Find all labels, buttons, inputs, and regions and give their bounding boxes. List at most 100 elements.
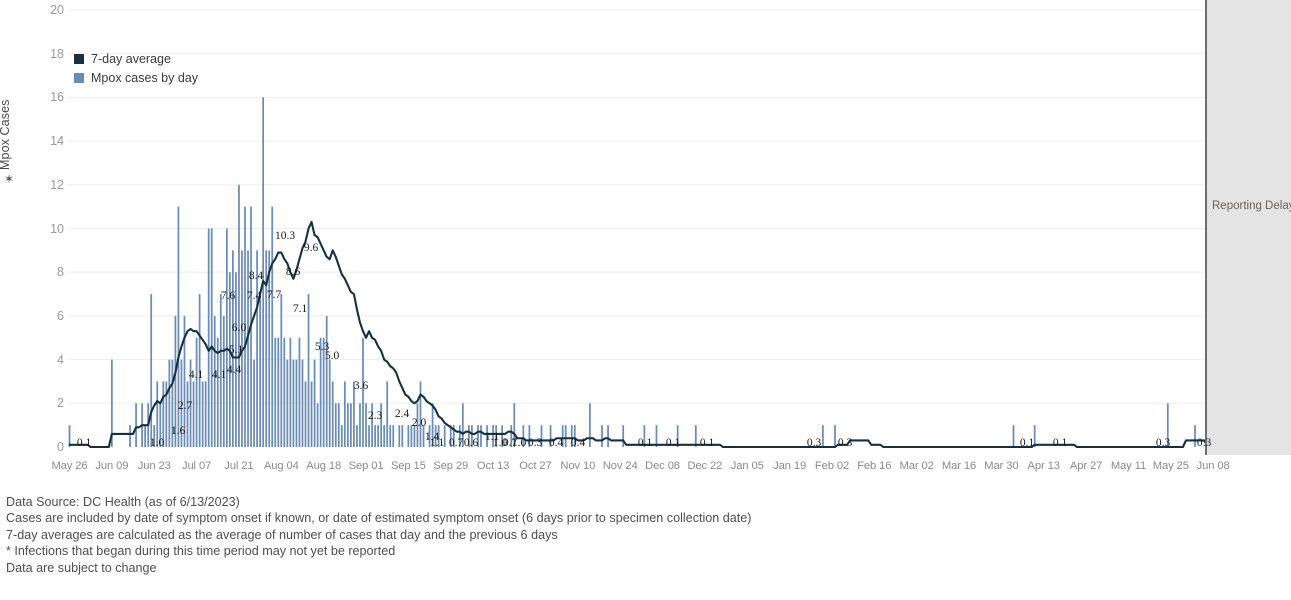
data-point-label: 0.1 [665,437,681,449]
bar [135,403,137,447]
data-point-label: 4.1 [188,369,204,381]
bar [153,425,156,447]
bar [528,425,531,447]
bar [316,403,319,447]
bar [328,359,331,447]
bar [407,425,410,447]
bar [1012,425,1015,447]
bar [549,425,552,447]
data-point-label: 9.6 [303,242,319,254]
chart-plot-area: Reporting Delay* 0 2 4 6 8 10 12 14 16 18 20 ✶ Mpo… [0,0,1291,455]
bar [186,381,189,447]
reporting-delay-border [1205,0,1207,455]
bar [189,359,192,447]
data-point-label: 4.1 [211,369,227,381]
x-axis-tick-label: Sep 15 [390,460,426,472]
bar [159,403,162,447]
bar [368,425,370,447]
bar [256,250,258,447]
bar [1194,425,1196,447]
bar [392,425,395,447]
bar [334,403,337,447]
bar [413,425,416,447]
bar [247,250,249,447]
bar [513,403,516,447]
bar [289,337,292,447]
bar [340,425,343,447]
data-point-label: 5.1 [228,344,244,356]
legend-7day-average[interactable]: 7-day average [74,50,198,67]
bar [431,403,434,447]
bar [561,425,564,447]
legend-mpox-cases-by-day[interactable]: Mpox cases by day [74,69,198,86]
bar [168,359,171,447]
bar [195,337,198,447]
x-axis-tick-label: Feb 02 [814,460,850,472]
bar [694,425,697,447]
x-axis-tick-label: Mar 30 [984,460,1019,472]
reporting-delay-label: Reporting Delay* [1212,200,1291,212]
data-point-label: 1.1 [429,437,445,449]
data-point-label: 1.0 [492,437,508,449]
x-axis-tick-label: Nov 10 [560,460,596,472]
x-axis-ticks: May 26 Jun 09 Jun 23 Jul 07 Jul 21 Aug 04 Aug … [0,455,1291,485]
footnote-line: Data Source: DC Health (as of 6/13/2023) [6,495,240,509]
x-axis-tick-label: Jun 23 [137,460,171,472]
bar [268,250,271,447]
data-point-label: 3.6 [353,380,369,392]
bar [319,337,322,447]
data-point-label: 7.1 [292,303,308,315]
bar [486,425,488,447]
bar [162,381,165,447]
bar [180,359,183,447]
bar [150,294,153,447]
bar [416,403,419,447]
bar [271,206,274,447]
bar [434,425,437,447]
bar [362,337,364,447]
data-point-label: 0.1 [699,437,715,449]
x-axis-tick-label: Sep 01 [348,460,384,472]
footnote-line: Data are subject to change [6,560,157,575]
footnote-line: * Infections that began during this time… [6,544,396,559]
y-axis-tick-label: 0 [57,440,64,454]
bar [443,425,446,447]
x-axis-tick-label: Nov 24 [602,460,638,472]
y-axis-ticks: 0 2 4 6 8 10 12 14 16 18 20 [20,0,64,455]
x-axis-tick-label: Oct 27 [519,460,552,472]
legend-swatch [74,72,84,83]
data-point-label: 0.1 [637,437,653,449]
bar [676,425,679,447]
x-axis-tick-label: Aug 04 [263,460,299,472]
data-point-label: 0.1 [1052,437,1068,449]
chart-canvas[interactable] [0,0,1291,455]
data-point-label: 0.4 [570,437,586,449]
bar [386,381,389,447]
data-point-label: 1.0 [511,437,527,449]
data-point-label: 1.0 [149,437,165,449]
bar [222,315,225,447]
bar [225,228,228,447]
data-point-label: 7.4 [246,290,262,302]
bar [449,425,452,447]
y-axis-title: Mpox Cases [0,99,12,170]
data-point-label: 5.3 [314,341,330,353]
bar [292,359,295,447]
bar [238,184,240,448]
bar [68,425,71,447]
x-axis-tick-label: Aug 18 [306,460,342,472]
y-axis-tick-label: 8 [57,265,64,280]
chart-footnotes: Data Source: DC Health (as of 6/13/2023)… [6,494,1286,576]
bar [210,228,213,447]
bar [359,403,361,447]
data-point-label: 7.7 [266,289,282,301]
bar [540,425,543,447]
bar [165,381,168,447]
bar [325,315,328,447]
bar [346,403,349,447]
bar [301,359,304,447]
bar [458,425,461,447]
bar [171,359,174,447]
data-point-label: 7.6 [220,290,236,302]
data-point-label: 1.6 [170,425,186,437]
